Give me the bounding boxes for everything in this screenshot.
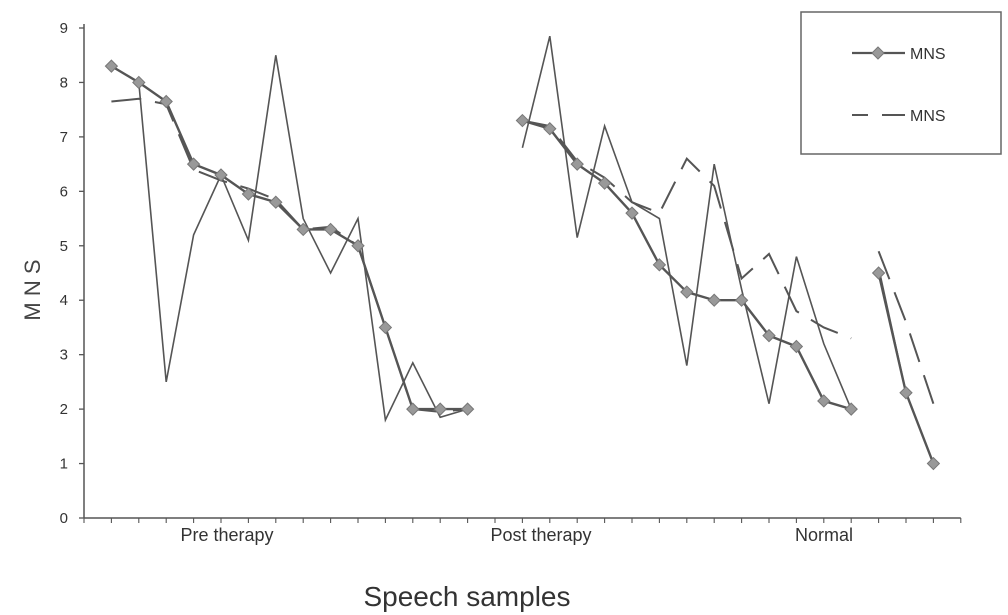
series-1-marker [186,157,201,171]
y-tick-label: 0 [60,510,68,527]
series-1-marker [817,394,831,408]
axes: 0 1 2 3 4 5 6 7 8 9 Pre therapy Post therapy Normal [60,20,962,545]
series-1-marker [762,328,776,343]
series-1-marker [625,206,639,220]
series-1-marker [515,113,530,128]
series-1-marker [652,258,667,272]
series-1-marker [899,386,913,400]
series-1-marker [269,195,283,209]
series-1-marker [351,239,365,253]
series-1-marker [543,122,557,136]
y-tick-label: 6 [60,183,68,200]
legend-sample-marker [871,46,885,60]
series-1-marker [871,266,886,280]
series-1-marker [734,293,749,307]
series-1-marker [132,75,146,90]
legend: MNS MNS [800,11,1002,155]
x-axis-title: Speech samples [363,581,570,612]
y-tick-label: 8 [60,74,68,91]
y-tick-label: 2 [60,401,68,418]
series-1-line [110,65,468,411]
legend-label-dashed: MNS [910,108,946,125]
series-1-marker [460,402,475,416]
series-1-marker [707,293,721,307]
series-1-marker [926,456,941,471]
series-1-marker [296,222,310,237]
series-1-marker [844,402,858,416]
series-1-marker [159,94,173,109]
series-2-line [110,55,468,423]
x-category-label: Post therapy [490,525,591,545]
y-tick-label: 1 [60,456,68,473]
legend-box [800,11,1002,155]
series-2-line [521,35,852,410]
series-layer [104,35,941,471]
series-1-marker [570,157,584,171]
series-1-marker [323,222,338,237]
series-1-marker [789,339,804,354]
series-1-marker [241,187,256,201]
y-tick-label: 4 [60,292,68,309]
y-tick-label: 5 [60,238,68,255]
series-1-marker [433,402,447,416]
series-1-marker [378,320,393,335]
series-1-marker [406,402,420,416]
series-1-marker [214,168,228,182]
y-tick-label: 7 [60,129,68,146]
x-category-label: Normal [795,525,853,545]
legend-label-markers: MNS [910,46,946,63]
x-category-label: Pre therapy [180,525,273,545]
y-tick-label: 9 [60,20,68,37]
series-3-line [877,250,935,404]
series-1-marker [597,176,612,190]
series-2-line [877,267,935,464]
y-tick-label: 3 [60,347,68,364]
series-1-marker [680,285,694,299]
series-1-marker [104,59,119,73]
y-axis-title: M N S [20,259,45,320]
